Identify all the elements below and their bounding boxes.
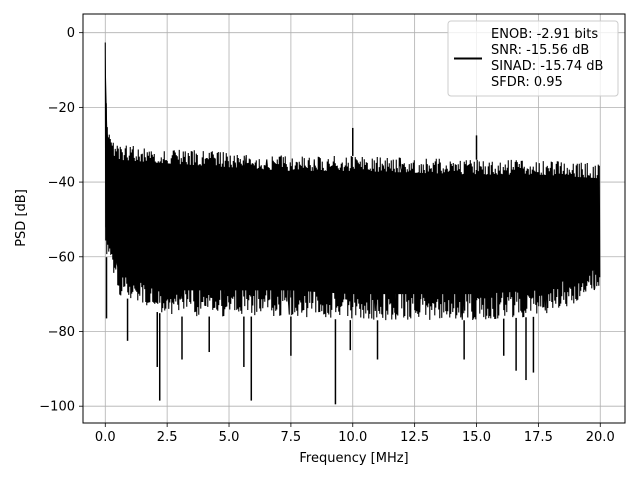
legend-entry-line: SINAD: -15.74 dB (491, 59, 603, 74)
plot-frame (82, 13, 626, 424)
x-tick-label: 15.0 (462, 430, 491, 445)
x-tick-label: 20.0 (586, 430, 615, 445)
x-tick-label: 7.5 (281, 430, 302, 445)
x-tick-label: 2.5 (157, 430, 178, 445)
legend-entry-line: SFDR: 0.95 (491, 75, 563, 90)
y-tick-label: −80 (48, 325, 75, 340)
x-tick-label: 0.0 (95, 430, 116, 445)
y-tick-label: −20 (48, 101, 75, 116)
legend-box (447, 20, 619, 97)
ticks: 0.0 2.5 5.0 7.5 10.0 12.5 15.0 17.5 20.0 0 −20 −40 −… (39, 26, 614, 445)
y-axis-label: PSD [dB] (14, 189, 29, 247)
psd-band (105, 47, 600, 295)
y-tick-label: −100 (39, 400, 75, 415)
x-tick-label: 5.0 (219, 430, 240, 445)
legend-entry-line: ENOB: -2.91 bits (491, 27, 598, 42)
y-tick-label: −60 (48, 250, 75, 265)
x-tick-label: 17.5 (524, 430, 553, 445)
x-tick-label: 10.0 (338, 430, 367, 445)
y-tick-label: −40 (48, 176, 75, 191)
legend-entry-line: SNR: -15.56 dB (491, 43, 589, 58)
x-tick-label: 12.5 (400, 430, 429, 445)
y-tick-label: 0 (67, 26, 75, 41)
series-group (104, 42, 601, 405)
x-axis-label: Frequency [MHz] (299, 451, 408, 466)
